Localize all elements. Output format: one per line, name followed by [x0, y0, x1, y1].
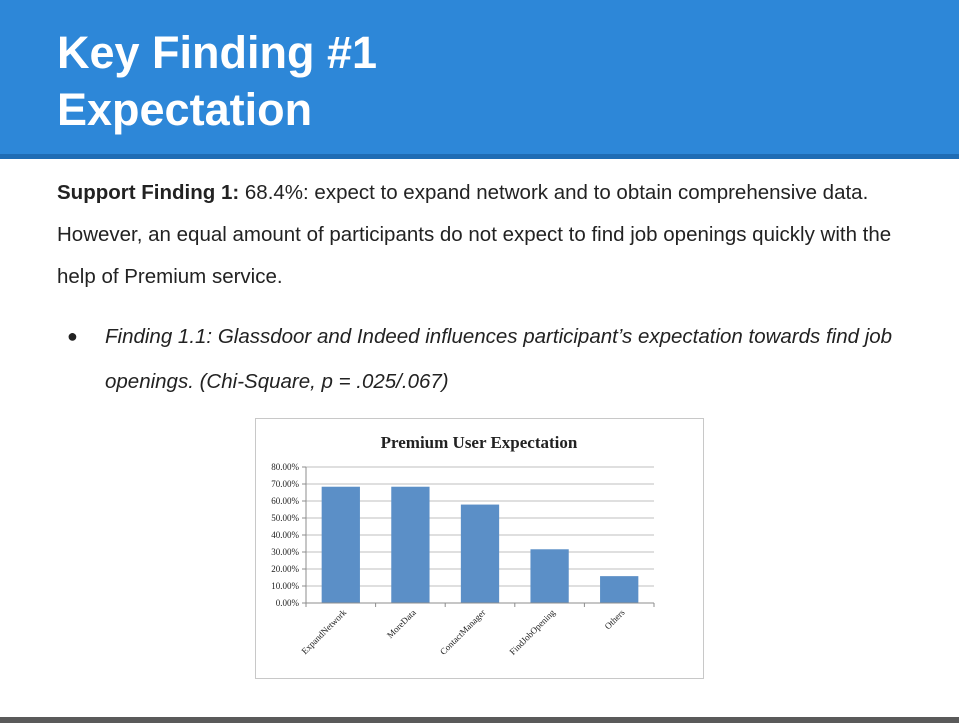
support-finding-text: 68.4%: expect to expand network and to o… [57, 181, 892, 288]
y-tick-label: 50.00% [271, 513, 299, 523]
bar-ExpandNetwork [321, 486, 360, 603]
bar-MoreData [391, 486, 430, 603]
x-tick-label: MoreData [385, 607, 418, 640]
x-tick-label: Others [603, 607, 627, 631]
bar-FindJobOpening [530, 549, 569, 603]
bullet-icon: ● [67, 326, 78, 346]
y-tick-label: 70.00% [271, 479, 299, 489]
y-tick-label: 60.00% [271, 496, 299, 506]
y-tick-label: 80.00% [271, 462, 299, 472]
y-tick-label: 0.00% [276, 598, 300, 608]
slide-title: Key Finding #1 Expectation [57, 24, 377, 138]
chart-title: Premium User Expectation [381, 433, 578, 452]
x-tick-label: ExpandNetwork [299, 607, 348, 656]
support-finding-paragraph: Support Finding 1: 68.4%: expect to expa… [57, 172, 907, 298]
support-finding-label: Support Finding 1: [57, 181, 240, 204]
y-tick-label: 10.00% [271, 581, 299, 591]
slide-header [0, 0, 959, 154]
y-tick-label: 40.00% [271, 530, 299, 540]
y-tick-label: 30.00% [271, 547, 299, 557]
slide-bottom-edge [0, 717, 959, 723]
bar-Others [600, 576, 639, 603]
bar-ContactManager [460, 504, 500, 603]
slide-title-line-1: Key Finding #1 [57, 27, 378, 78]
x-tick-label: ContactManager [438, 607, 487, 656]
header-divider [0, 154, 959, 159]
x-tick-label: FindJobOpening [508, 607, 558, 657]
y-tick-label: 20.00% [271, 564, 299, 574]
bar-chart-canvas: Premium User Expectation 0.00% 10.00% 20.0… [271, 433, 655, 657]
finding-bullet-text: Finding 1.1: Glassdoor and Indeed influe… [105, 325, 893, 393]
bar-chart: Premium User Expectation 0.00% 10.00% 20.0… [255, 418, 704, 679]
slide-title-line-2: Expectation [57, 84, 313, 135]
